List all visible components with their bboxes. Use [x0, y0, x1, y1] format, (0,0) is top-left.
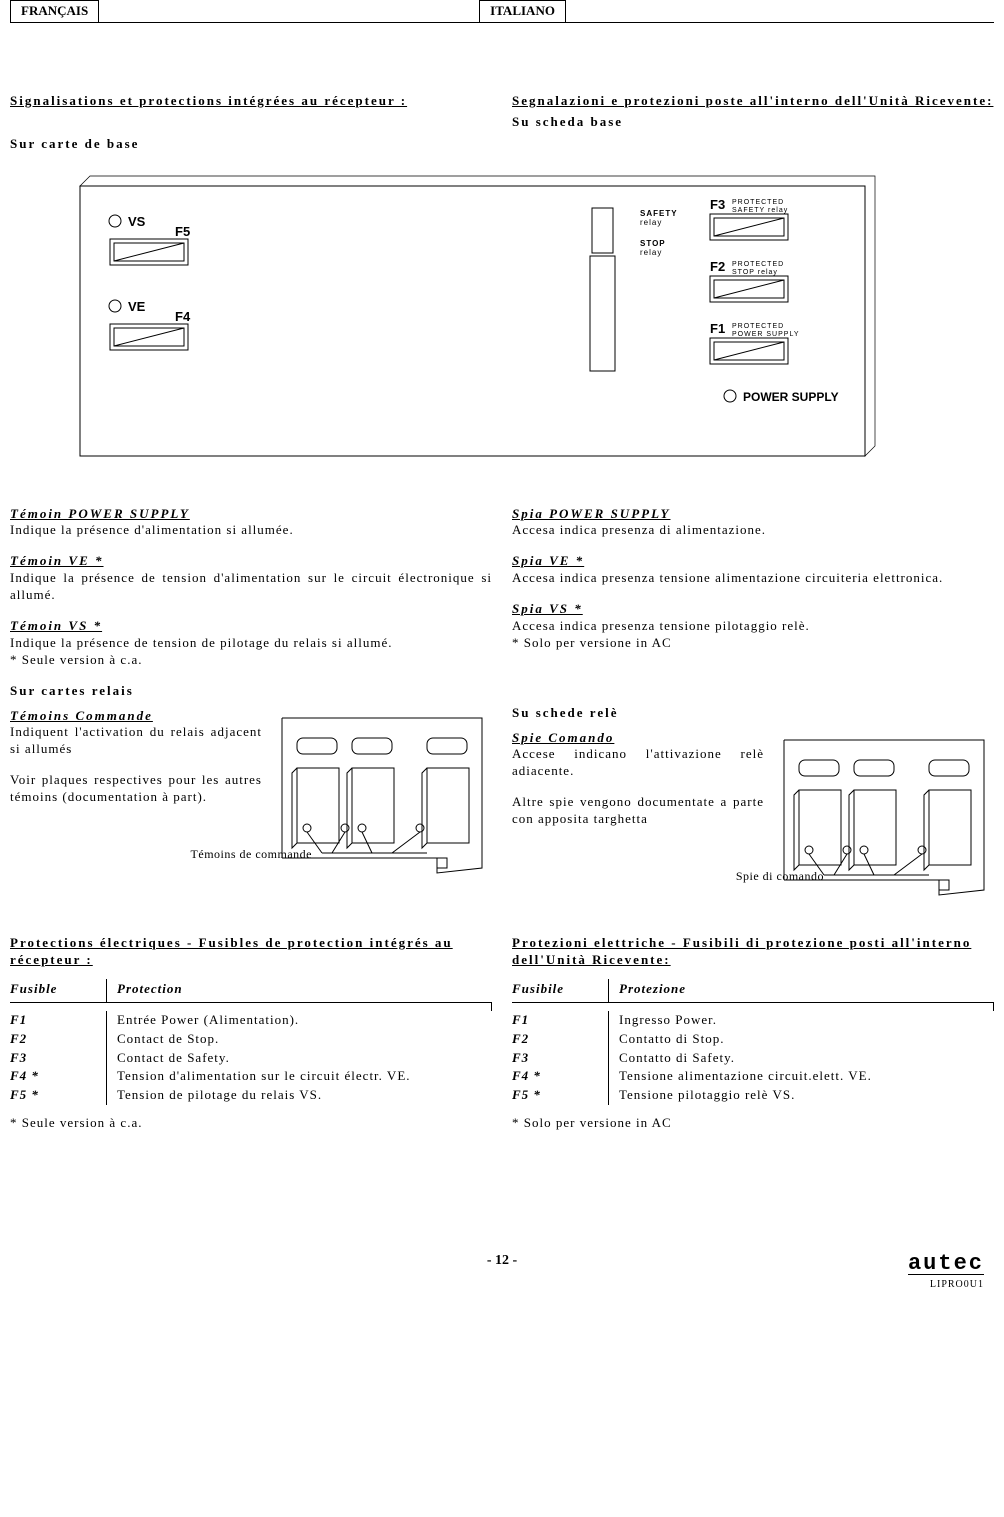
svg-text:POWER SUPPLY: POWER SUPPLY — [732, 331, 800, 338]
fr-relay-heading: Sur cartes relais — [10, 683, 492, 700]
svg-text:relay: relay — [640, 248, 662, 257]
svg-text:F4: F4 — [175, 309, 191, 324]
page-footer: - 12 - autec LIPRO0U1 — [10, 1252, 994, 1292]
fr-section-sub: Sur carte de base — [10, 136, 492, 153]
svg-text:SAFETY: SAFETY — [640, 209, 678, 218]
tab-francais: FRANÇAIS — [10, 0, 99, 23]
fr-ve: Témoin VE * Indique la présence de tensi… — [10, 553, 492, 604]
tab-spacer-right — [566, 0, 994, 23]
it-footnote: * Solo per versione in AC — [512, 1115, 994, 1132]
it-ve: Spia VE * Accesa indica presenza tension… — [512, 553, 994, 587]
it-relay-heading: Su schede relè — [512, 705, 994, 722]
svg-text:relay: relay — [640, 218, 662, 227]
language-tabs: FRANÇAIS ITALIANO — [10, 0, 994, 23]
it-relay-caption: Spie di comando — [694, 869, 824, 885]
it-section-sub: Su scheda base — [512, 114, 994, 131]
svg-text:F1: F1 — [710, 321, 725, 336]
base-board-diagram: VS F5 VE F4 SAFETY relay STOP relay F3 P… — [10, 171, 994, 476]
brand-logo: autec LIPRO0U1 — [908, 1254, 984, 1292]
it-relay-other: Altre spie vengono documentate a parte c… — [512, 794, 764, 828]
svg-text:STOP: STOP — [640, 239, 666, 248]
fr-relay-caption: Témoins de commande — [162, 847, 312, 863]
fr-relay-other: Voir plaques respectives pour les autres… — [10, 772, 262, 806]
fr-vs: Témoin VS * Indique la présence de tensi… — [10, 618, 492, 669]
fr-footnote: * Seule version à c.a. — [10, 1115, 492, 1132]
svg-text:PROTECTED: PROTECTED — [732, 199, 784, 206]
svg-text:POWER SUPPLY: POWER SUPPLY — [743, 390, 839, 404]
it-power-supply: Spia POWER SUPPLY Accesa indica presenza… — [512, 506, 994, 540]
fr-relay-commande: Témoins Commande Indiquent l'activation … — [10, 708, 262, 759]
svg-text:F2: F2 — [710, 259, 725, 274]
svg-text:SAFETY relay: SAFETY relay — [732, 207, 788, 214]
svg-text:PROTECTED: PROTECTED — [732, 261, 784, 268]
svg-text:STOP relay: STOP relay — [732, 269, 778, 276]
it-section-title: Segnalazioni e protezioni poste all'inte… — [512, 93, 994, 110]
svg-text:PROTECTED: PROTECTED — [732, 323, 784, 330]
tab-spacer — [99, 0, 479, 23]
tab-italiano: ITALIANO — [479, 0, 566, 23]
fr-protections-title: Protections électriques - Fusibles de pr… — [10, 935, 492, 969]
it-relay-comando: Spie Comando Accese indicano l'attivazio… — [512, 730, 764, 781]
it-protections-title: Protezioni elettriche - Fusibili di prot… — [512, 935, 994, 969]
svg-text:VS: VS — [128, 214, 146, 229]
page-number: - 12 - — [487, 1252, 517, 1270]
fr-fuse-table: Fusible Protection F1Entrée Power (Alime… — [10, 979, 492, 1105]
it-vs: Spia VS * Accesa indica presenza tension… — [512, 601, 994, 652]
fr-power-supply: Témoin POWER SUPPLY Indique la présence … — [10, 506, 492, 540]
fr-section-title: Signalisations et protections intégrées … — [10, 93, 492, 110]
svg-text:F5: F5 — [175, 224, 190, 239]
svg-text:F3: F3 — [710, 197, 725, 212]
it-fuse-table: Fusibile Protezione F1Ingresso Power. F2… — [512, 979, 994, 1105]
svg-text:VE: VE — [128, 299, 146, 314]
